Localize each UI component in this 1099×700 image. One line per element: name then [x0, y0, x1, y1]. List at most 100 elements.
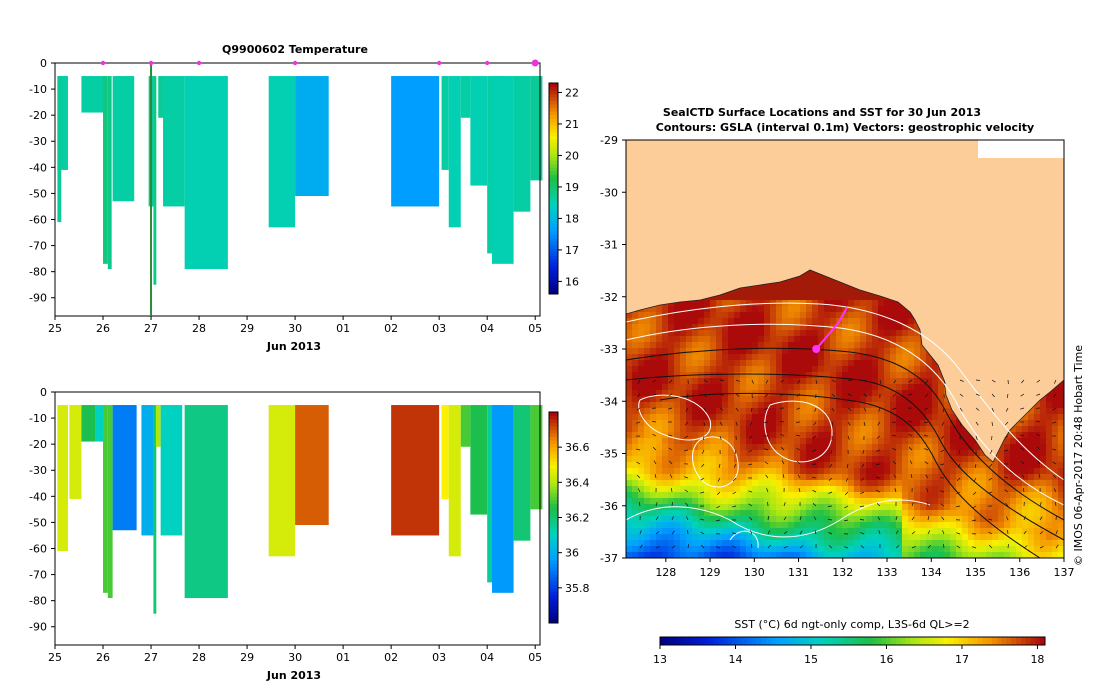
sst-cell — [626, 414, 632, 420]
sst-cell — [644, 540, 650, 546]
sst-cell — [674, 396, 680, 402]
sst-cell — [806, 360, 812, 366]
sst-cell — [710, 360, 716, 366]
sst-cell — [776, 330, 782, 336]
velocity-vector — [684, 421, 689, 426]
colorbar-segment — [549, 440, 558, 445]
sst-cell — [668, 438, 674, 444]
sst-cell — [926, 420, 932, 426]
sst-cell — [998, 534, 1004, 540]
sst-cell — [632, 384, 638, 390]
map-y-tick-label: -34 — [600, 395, 618, 408]
sst-cell — [932, 552, 938, 558]
sst-cell — [848, 504, 854, 510]
sst-cell — [878, 468, 884, 474]
velocity-vector — [670, 487, 673, 493]
sst-cell — [722, 402, 728, 408]
sst-cell — [650, 498, 656, 504]
sst-cell — [896, 432, 902, 438]
sst-cell — [692, 516, 698, 522]
sst-cell — [626, 384, 632, 390]
sst-cell — [734, 378, 740, 384]
sst-cell — [638, 516, 644, 522]
sst-cell — [1058, 456, 1064, 462]
colorbar-tick-label: 36.4 — [565, 476, 590, 489]
sst-cell — [896, 336, 902, 342]
velocity-vector — [895, 545, 900, 549]
sst-cell — [668, 492, 674, 498]
sst-cell — [902, 510, 908, 516]
sst-cell — [872, 534, 878, 540]
profile-bar-14 — [441, 76, 449, 170]
sst-cell — [716, 540, 722, 546]
sst-cell — [656, 504, 662, 510]
velocity-vector — [1036, 420, 1041, 423]
sst-cell — [980, 480, 986, 486]
sst-cell — [950, 462, 956, 468]
sst-cell — [842, 318, 848, 324]
sst-cell — [830, 372, 836, 378]
sst-cell — [824, 360, 830, 366]
sst-cell — [686, 366, 692, 372]
sst-colorbar-segment — [953, 637, 959, 645]
velocity-vector — [847, 421, 851, 426]
sst-cell — [1034, 402, 1040, 408]
sst-cell — [896, 486, 902, 492]
sst-cell — [1004, 438, 1010, 444]
sst-colorbar-segment — [814, 637, 820, 645]
sst-colorbar-label: SST (°C) 6d ngt-only comp, L3S-6d QL>=2 — [734, 618, 969, 631]
sst-cell — [938, 402, 944, 408]
sst-cell — [806, 474, 812, 480]
sst-cell — [884, 378, 890, 384]
sst-cell — [1058, 546, 1064, 552]
sst-cell — [758, 366, 764, 372]
sst-cell — [956, 492, 962, 498]
sst-cell — [872, 312, 878, 318]
sst-cell — [698, 342, 704, 348]
sst-cell — [668, 450, 674, 456]
x-tick-label: 05 — [528, 651, 542, 664]
colorbar-segment — [549, 601, 558, 606]
sst-cell — [830, 432, 836, 438]
sst-cell — [626, 324, 632, 330]
sst-cell — [758, 432, 764, 438]
sst-cell — [752, 474, 758, 480]
sst-cell — [1028, 522, 1034, 528]
velocity-vector — [1054, 379, 1057, 384]
sst-cell — [1040, 528, 1046, 534]
sst-cell — [812, 510, 818, 516]
sst-cell — [962, 504, 968, 510]
sst-cell — [710, 444, 716, 450]
sst-cell — [974, 456, 980, 462]
velocity-vector — [878, 530, 881, 535]
velocity-vector — [812, 503, 817, 507]
sst-cell — [650, 408, 656, 414]
contour-white-1 — [626, 302, 1064, 481]
sst-cell — [794, 444, 800, 450]
sst-cell — [830, 492, 836, 498]
sst-cell — [1046, 528, 1052, 534]
sst-cell — [638, 444, 644, 450]
sst-cell — [698, 384, 704, 390]
sst-cell — [872, 456, 878, 462]
colorbar-segment — [549, 594, 558, 599]
sst-cell — [848, 552, 854, 558]
sst-cell — [920, 498, 926, 504]
y-tick-label: -20 — [29, 109, 47, 122]
sst-cell — [746, 336, 752, 342]
sst-cell — [794, 354, 800, 360]
sst-cell — [1004, 486, 1010, 492]
sst-cell — [1046, 498, 1052, 504]
sst-cell — [914, 420, 920, 426]
sst-cell — [872, 402, 878, 408]
sst-cell — [638, 324, 644, 330]
sst-cell — [812, 372, 818, 378]
sst-cell — [656, 528, 662, 534]
sst-cell — [716, 318, 722, 324]
velocity-vector — [812, 435, 817, 439]
sst-cell — [1028, 528, 1034, 534]
sst-cell — [752, 330, 758, 336]
sst-cell — [680, 552, 686, 558]
sst-cell — [764, 462, 770, 468]
velocity-vector — [718, 463, 721, 468]
